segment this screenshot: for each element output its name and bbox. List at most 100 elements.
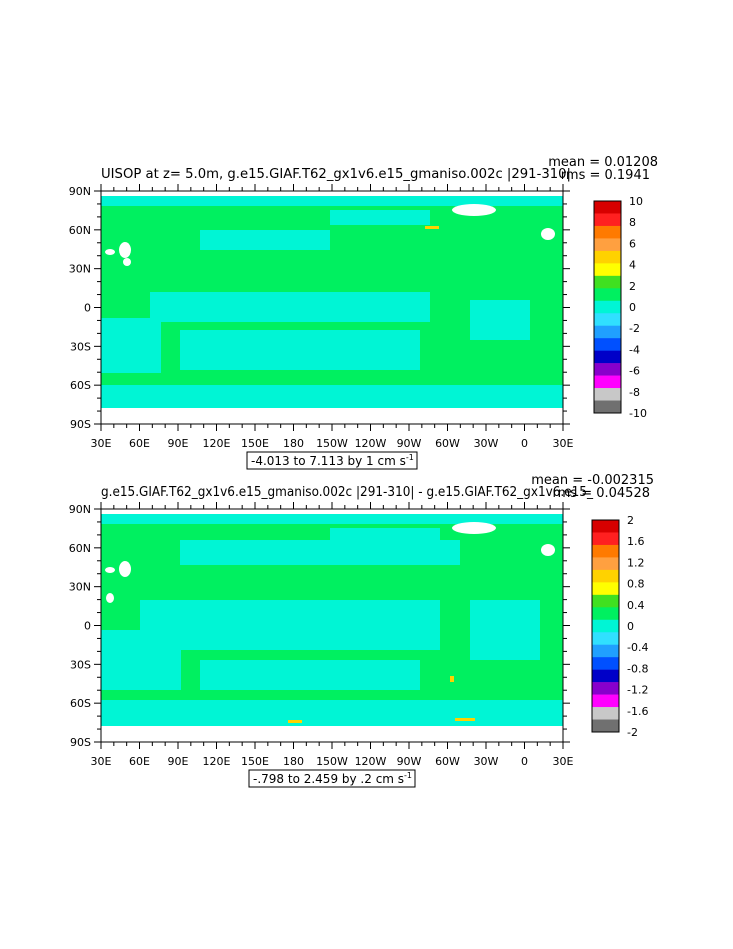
panel-2-land-islands bbox=[106, 593, 114, 603]
x-tick-label: 180 bbox=[283, 437, 304, 450]
colorbar-label: 0 bbox=[627, 620, 634, 633]
panel-1-map bbox=[101, 191, 563, 424]
colorbar-swatch bbox=[594, 375, 621, 389]
colorbar-label: -1.6 bbox=[627, 705, 648, 718]
panel-1-land bbox=[105, 204, 555, 266]
panel-1-warm-feature bbox=[425, 226, 439, 229]
colorbar-label: -0.4 bbox=[627, 641, 648, 654]
colorbar-swatch bbox=[594, 338, 621, 351]
panel-1-cyan-atlantic bbox=[470, 300, 530, 340]
colorbar-label: 10 bbox=[629, 195, 643, 208]
panel-2: mean = -0.002315 rms = 0.04528 g.e15.GIA… bbox=[69, 473, 654, 788]
x-tick-label: 150E bbox=[241, 437, 269, 450]
x-tick-label: 150W bbox=[316, 755, 348, 768]
panel-1-land-greenland bbox=[452, 204, 496, 216]
panel-2-ticks bbox=[94, 502, 570, 749]
panel-2-range-box bbox=[248, 769, 416, 788]
y-tick-label: 60N bbox=[69, 224, 91, 237]
panel-1-colorbar: 10 8 6 4 2 0 -2 -4 -6 -8 -10 bbox=[593, 195, 647, 420]
x-tick-label: 30E bbox=[91, 755, 112, 768]
panel-1-cyan-indian bbox=[101, 318, 161, 373]
colorbar-swatch bbox=[592, 644, 619, 658]
colorbar-label: 4 bbox=[629, 259, 636, 272]
colorbar-swatch bbox=[592, 669, 619, 683]
colorbar-swatch bbox=[594, 275, 621, 289]
panel-1-land-europe bbox=[541, 228, 555, 240]
colorbar-label: 8 bbox=[629, 216, 636, 229]
colorbar-swatch bbox=[594, 363, 621, 376]
colorbar-label: 0.4 bbox=[627, 599, 645, 612]
panel-2-cyan-indian bbox=[101, 630, 181, 690]
y-tick-label: 0 bbox=[84, 620, 91, 633]
colorbar-swatch bbox=[592, 557, 619, 571]
x-tick-label: 60E bbox=[129, 755, 150, 768]
panel-1-cyan-n-pacific bbox=[200, 230, 330, 250]
panel-2-land-europe bbox=[541, 544, 555, 556]
panel-1-land-kamchatka bbox=[119, 242, 131, 258]
colorbar-swatch bbox=[594, 250, 621, 264]
colorbar-swatch bbox=[592, 582, 619, 596]
panel-2-xlabels: 30E 60E 90E 120E 150E 180 150W 120W 90W 60W 30W 0 30… bbox=[91, 755, 574, 768]
colorbar-label: 2 bbox=[627, 514, 634, 527]
panel-1-title: UISOP at z= 5.0m, g.e15.GIAF.T62_gx1v6.e… bbox=[101, 167, 571, 182]
x-tick-label: 90E bbox=[168, 755, 189, 768]
colorbar-swatch bbox=[592, 682, 619, 695]
x-tick-label: 120W bbox=[355, 437, 387, 450]
colorbar-swatch bbox=[592, 544, 619, 558]
colorbar-label: -2 bbox=[629, 322, 640, 335]
colorbar-swatch bbox=[592, 719, 619, 733]
panel-1-ticks bbox=[94, 184, 570, 431]
panel-1-cyan-arctic bbox=[330, 210, 430, 225]
colorbar-swatch bbox=[594, 201, 621, 214]
panel-2-polar-south bbox=[101, 726, 563, 742]
panel-1-land-islands bbox=[123, 258, 131, 266]
colorbar-label: 1.6 bbox=[627, 535, 645, 548]
y-tick-label: 90N bbox=[69, 185, 91, 198]
panel-2-cyan-polar-band bbox=[101, 514, 563, 524]
x-tick-label: 30E bbox=[553, 755, 574, 768]
colorbar-swatch bbox=[592, 569, 619, 583]
colorbar-swatch bbox=[594, 225, 621, 239]
panel-1-stat-mean: mean = 0.01208 bbox=[548, 155, 658, 170]
colorbar-label: -4 bbox=[629, 343, 640, 356]
y-tick-label: 90S bbox=[70, 736, 91, 749]
panel-2-negative-regions bbox=[101, 514, 563, 726]
x-tick-label: 60W bbox=[435, 755, 460, 768]
panel-2-stat-rms: rms = 0.04528 bbox=[553, 486, 650, 501]
panel-1-range-label: -4.013 to 7.113 by 1 cm s-1 bbox=[251, 453, 414, 468]
y-tick-label: 60N bbox=[69, 542, 91, 555]
y-tick-label: 90S bbox=[70, 418, 91, 431]
panel-2-cyan-s-ocean bbox=[101, 700, 563, 726]
colorbar-swatch bbox=[594, 238, 621, 252]
colorbar-swatch bbox=[594, 300, 621, 314]
panel-2-land-japan bbox=[105, 567, 115, 573]
panel-1-xlabels: 30E 60E 90E 120E 150E 180 150W 120W 90W 60W 30W 0 30… bbox=[91, 437, 574, 450]
colorbar-swatch bbox=[592, 707, 619, 720]
colorbar-label: 6 bbox=[629, 237, 636, 250]
y-tick-label: 30N bbox=[69, 581, 91, 594]
colorbar-swatch bbox=[592, 619, 619, 633]
panel-2-cyan-eq-pacific bbox=[140, 600, 440, 650]
x-tick-label: 180 bbox=[283, 755, 304, 768]
x-tick-label: 30E bbox=[91, 437, 112, 450]
panel-2-colorbar: 2 1.6 1.2 0.8 0.4 0 -0.4 -0.8 -1.2 -1.6 -2 bbox=[591, 514, 648, 739]
x-tick-label: 30W bbox=[474, 755, 499, 768]
panel-2-map bbox=[101, 509, 563, 742]
colorbar-label: 1.2 bbox=[627, 556, 645, 569]
colorbar-swatch bbox=[594, 400, 621, 414]
panel-1-cyan-eq-pacific bbox=[150, 292, 430, 322]
colorbar-swatch bbox=[594, 213, 621, 227]
panel-1-cyan-polar-band bbox=[101, 196, 563, 206]
panel-1-negative-regions bbox=[101, 196, 563, 408]
panel-2-land-kamchatka bbox=[119, 561, 131, 577]
panel-2-warm-feature-1 bbox=[288, 720, 302, 723]
panel-2-title: g.e15.GIAF.T62_gx1v6.e15_gmaniso.002c |2… bbox=[101, 485, 593, 500]
panel-2-warm-feature-2 bbox=[450, 676, 454, 682]
panel-1-land-japan bbox=[105, 249, 115, 255]
colorbar-swatch bbox=[594, 325, 621, 339]
y-tick-label: 30S bbox=[70, 340, 91, 353]
panel-2-cyan-s-pacific bbox=[200, 660, 420, 690]
colorbar-label: -10 bbox=[629, 407, 647, 420]
colorbar-label: -6 bbox=[629, 365, 640, 378]
panel-2-cyan-atlantic bbox=[470, 600, 540, 660]
